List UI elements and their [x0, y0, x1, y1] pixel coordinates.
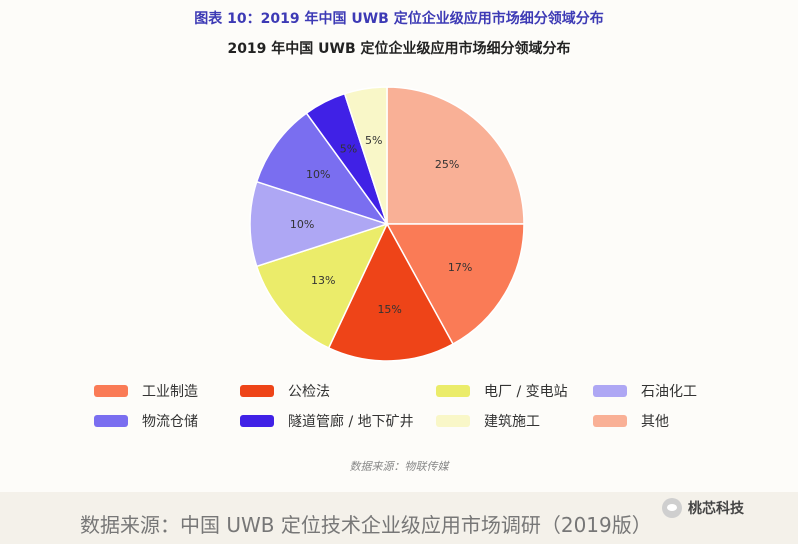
legend-label: 工业制造 [142, 384, 198, 400]
legend-item: 物流仓储 [94, 411, 198, 431]
legend-swatch [593, 385, 627, 397]
legend-label: 电厂 / 变电站 [484, 384, 568, 400]
legend-item: 工业制造 [94, 381, 198, 401]
watermark-text: 桃芯科技 [688, 501, 744, 517]
legend-item: 公检法 [240, 381, 330, 401]
legend-item: 隧道管廊 / 地下矿井 [240, 411, 414, 431]
pie-slice [386, 86, 525, 225]
pie-slice [327, 222, 455, 362]
pie-slice [255, 112, 389, 226]
pie-chart: 25% 17% 15% 13% 10% 10% 5% 5% [249, 86, 525, 362]
legend-item: 其他 [593, 411, 669, 431]
pie-slice [249, 180, 390, 268]
legend-swatch [94, 415, 128, 427]
watermark: 桃芯科技 [662, 498, 744, 518]
legend-label: 其他 [641, 414, 669, 430]
source-note: 数据来源：物联传媒 [349, 460, 449, 473]
slice-label: 13% [311, 274, 335, 287]
legend-swatch [94, 385, 128, 397]
legend-item: 电厂 / 变电站 [436, 381, 568, 401]
legend-swatch [593, 415, 627, 427]
chart-card: 图表 10：2019 年中国 UWB 定位企业级应用市场细分领域分布 2019 … [0, 0, 798, 492]
legend-label: 物流仓储 [142, 414, 198, 430]
legend-item: 石油化工 [593, 381, 697, 401]
legend-swatch [240, 385, 274, 397]
slice-label: 10% [290, 218, 314, 231]
wechat-icon [662, 498, 682, 518]
slice-label: 17% [448, 261, 472, 274]
legend-label: 石油化工 [641, 384, 697, 400]
legend-item: 建筑施工 [436, 411, 540, 431]
slice-label: 15% [377, 303, 401, 316]
figure-title: 图表 10：2019 年中国 UWB 定位企业级应用市场细分领域分布 [194, 11, 604, 27]
legend-swatch [436, 415, 470, 427]
chart-title: 2019 年中国 UWB 定位企业级应用市场细分领域分布 [227, 41, 571, 57]
caption: 数据来源：中国 UWB 定位技术企业级应用市场调研（2019版） [80, 513, 652, 537]
pie-slice [343, 86, 388, 225]
slice-label: 10% [306, 168, 330, 181]
pie-slice [255, 222, 389, 349]
legend-label: 公检法 [288, 384, 330, 400]
slice-label: 5% [340, 142, 357, 155]
legend-label: 隧道管廊 / 地下矿井 [288, 414, 414, 430]
legend-label: 建筑施工 [484, 414, 540, 430]
legend-swatch [436, 385, 470, 397]
legend-swatch [240, 415, 274, 427]
slice-label: 25% [435, 158, 459, 171]
pie-slice [385, 223, 525, 346]
slice-label: 5% [365, 134, 382, 147]
